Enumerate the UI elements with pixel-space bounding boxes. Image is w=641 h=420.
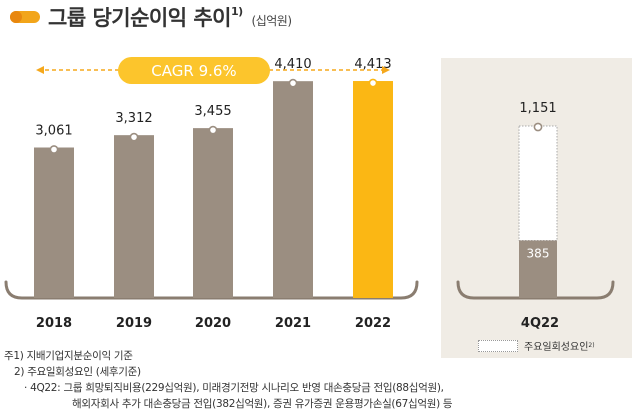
cagr-arrow-left-head <box>36 66 44 74</box>
x-tick-2022: 2022 <box>355 316 391 331</box>
value-label-2020: 3,455 <box>194 104 231 119</box>
footnote-2: 2) 주요일회성요인 (세후기준) <box>14 366 141 378</box>
bar-marker-2018 <box>49 145 59 154</box>
value-label-2019: 3,312 <box>115 111 152 126</box>
legend-footnote-marker: 2) <box>588 342 595 349</box>
bar-marker-2019 <box>129 132 139 142</box>
bar-marker-2022 <box>368 78 378 88</box>
bar-2019 <box>114 135 154 298</box>
unit-label: (십억원) <box>251 14 292 28</box>
cagr-arrow-right-head <box>382 66 390 74</box>
value-label-4Q22-base: 385 <box>527 246 550 260</box>
bar-2021 <box>273 81 313 298</box>
title-main: 그룹 당기순이익 추이 <box>48 6 232 30</box>
x-tick-4Q22: 4Q22 <box>521 316 559 331</box>
bar-2020 <box>193 128 233 298</box>
legend-swatch <box>478 339 518 352</box>
x-tick-2018: 2018 <box>36 316 72 331</box>
footnote-3: · 4Q22: 그룹 희망퇴직비용(229십억원), 미래경기전망 시나리오 반… <box>24 382 444 394</box>
bar-marker-2020 <box>208 125 218 135</box>
bar-4Q22-base <box>519 240 557 298</box>
footnotes: 주1) 지배기업지분순이익 기준 2) 주요일회성요인 (세후기준) · 4Q2… <box>4 348 453 412</box>
x-tick-2021: 2021 <box>275 316 311 331</box>
bar-marker-4Q22 <box>533 122 543 132</box>
bar-marker-2021 <box>288 78 298 88</box>
bar-4Q22-one-off <box>518 125 558 241</box>
x-tick-2019: 2019 <box>116 316 152 331</box>
footnote-4: 해외자회사 추가 대손충당금 전입(382십억원), 증권 유가증권 운용평가손… <box>72 398 453 410</box>
cagr-label: CAGR 9.6% <box>151 62 236 80</box>
bar-2022 <box>353 81 393 298</box>
x-tick-2020: 2020 <box>195 316 231 331</box>
chart-title: 그룹 당기순이익 추이1) (십억원) <box>48 2 292 32</box>
title-accent-icon <box>10 11 40 23</box>
legend: 주요일회성요인 2) <box>478 338 595 353</box>
legend-label: 주요일회성요인 <box>524 342 589 353</box>
value-label-2018: 3,061 <box>35 124 72 139</box>
value-label-4Q22-total: 1,151 <box>519 101 556 116</box>
cagr-pill <box>118 57 270 84</box>
title-footnote-marker: 1) <box>231 5 243 18</box>
footnote-1: 주1) 지배기업지분순이익 기준 <box>4 350 133 362</box>
bar-2018 <box>34 147 74 298</box>
value-label-2021: 4,410 <box>274 57 311 72</box>
